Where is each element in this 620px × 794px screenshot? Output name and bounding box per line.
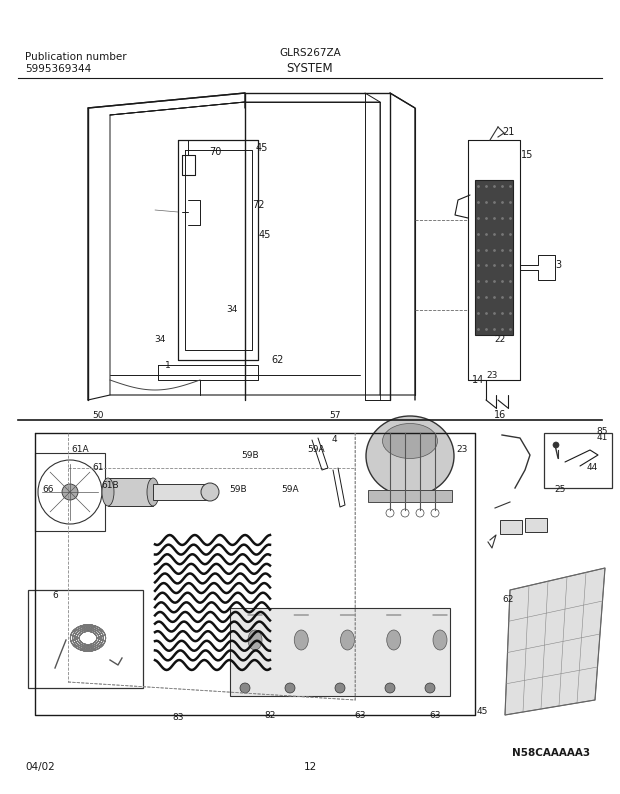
Text: 23: 23	[486, 371, 498, 380]
Text: N58CAAAAA3: N58CAAAAA3	[512, 748, 590, 758]
Ellipse shape	[294, 630, 308, 650]
Ellipse shape	[340, 630, 355, 650]
Circle shape	[386, 509, 394, 517]
Bar	[475, 180, 513, 335]
Circle shape	[431, 509, 439, 517]
Text: 62: 62	[272, 355, 284, 365]
Text: 41: 41	[596, 434, 608, 442]
Text: 6: 6	[52, 591, 58, 599]
Text: 5995369344: 5995369344	[25, 64, 91, 74]
Circle shape	[425, 683, 435, 693]
Text: 66: 66	[42, 485, 54, 495]
Text: 59A: 59A	[307, 445, 325, 454]
Bar	[544, 433, 612, 488]
Circle shape	[553, 442, 559, 448]
Circle shape	[285, 683, 295, 693]
Text: 15: 15	[521, 150, 533, 160]
Text: 45: 45	[256, 143, 268, 153]
Ellipse shape	[248, 630, 262, 650]
Bar	[35, 453, 105, 531]
Bar	[108, 478, 153, 506]
Text: 23: 23	[456, 445, 467, 454]
Text: 70: 70	[209, 147, 221, 157]
Polygon shape	[505, 568, 605, 715]
Circle shape	[385, 683, 395, 693]
Ellipse shape	[201, 483, 219, 501]
Circle shape	[240, 683, 250, 693]
Text: 72: 72	[252, 200, 264, 210]
Text: 59B: 59B	[229, 485, 247, 495]
Text: 63: 63	[429, 711, 441, 719]
Text: 83: 83	[172, 712, 184, 722]
Ellipse shape	[102, 478, 114, 506]
Bar	[525, 518, 547, 532]
Circle shape	[62, 484, 78, 500]
Text: 62: 62	[502, 596, 514, 604]
Ellipse shape	[366, 416, 454, 496]
Text: 45: 45	[259, 230, 271, 240]
Text: 45: 45	[476, 707, 488, 716]
Text: 63: 63	[354, 711, 366, 719]
Text: 34: 34	[226, 306, 237, 314]
Text: SYSTEM: SYSTEM	[286, 62, 334, 75]
Text: 04/02: 04/02	[25, 762, 55, 772]
Text: 59B: 59B	[241, 450, 259, 460]
Bar	[368, 490, 452, 502]
Text: Publication number: Publication number	[25, 52, 126, 62]
Text: 16: 16	[494, 410, 506, 420]
Text: 61: 61	[92, 464, 104, 472]
Circle shape	[401, 509, 409, 517]
Text: 57: 57	[329, 410, 341, 419]
Text: 14: 14	[472, 375, 484, 385]
Text: 61A: 61A	[71, 445, 89, 454]
Circle shape	[416, 509, 424, 517]
Bar	[500, 520, 522, 534]
Text: 50: 50	[92, 410, 104, 419]
Bar	[153, 484, 208, 500]
Text: 85: 85	[596, 427, 608, 437]
Ellipse shape	[433, 630, 447, 650]
Ellipse shape	[387, 630, 401, 650]
Circle shape	[335, 683, 345, 693]
Text: 4: 4	[331, 435, 337, 445]
Text: 22: 22	[494, 336, 506, 345]
Text: 25: 25	[554, 485, 565, 495]
Text: 12: 12	[303, 762, 317, 772]
Text: 3: 3	[555, 260, 561, 270]
Text: 59A: 59A	[281, 485, 299, 495]
Text: 34: 34	[154, 336, 166, 345]
Text: 82: 82	[264, 711, 276, 719]
Text: GLRS267ZA: GLRS267ZA	[279, 48, 341, 58]
Ellipse shape	[383, 423, 438, 458]
Text: 21: 21	[502, 127, 514, 137]
Bar	[230, 608, 450, 696]
Bar	[28, 590, 143, 688]
Ellipse shape	[147, 478, 159, 506]
Text: 44: 44	[587, 464, 598, 472]
Text: 1: 1	[165, 360, 171, 369]
Text: 61B: 61B	[101, 480, 119, 489]
